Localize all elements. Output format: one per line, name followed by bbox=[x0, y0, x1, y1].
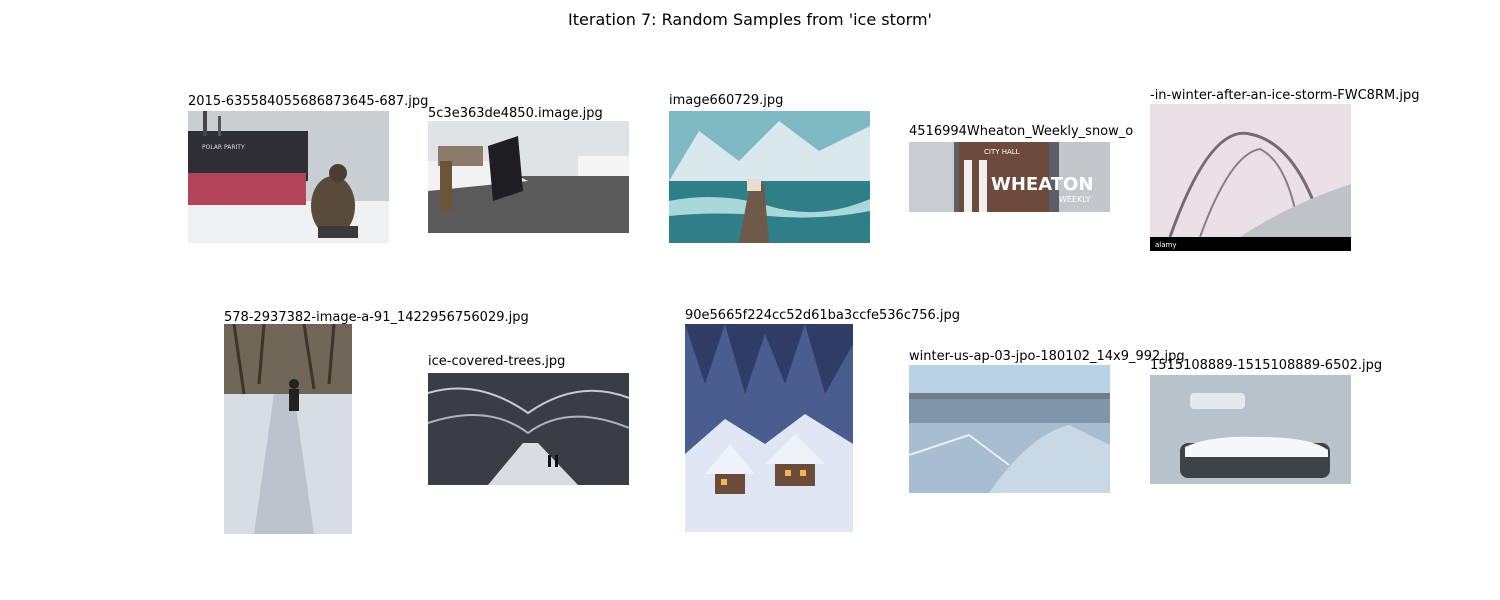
city-hall-text: CITY HALL bbox=[984, 148, 1020, 156]
sample-caption-8: 90e5665f224cc52d61ba3ccfe536c756.jpg bbox=[685, 308, 961, 323]
sample-caption-9: winter-us-ap-03-jpo-180102_14x9_992.jpg bbox=[909, 349, 1185, 364]
figure-title: Iteration 7: Random Samples from 'ice st… bbox=[568, 10, 932, 29]
sample-caption-5: -in-winter-after-an-ice-storm-FWC8RM.jpg bbox=[1150, 88, 1420, 103]
sample-caption-2: 5c3e363de4850.image.jpg bbox=[428, 106, 603, 121]
alamy-watermark-text: alamy bbox=[1155, 241, 1177, 249]
sample-image-iced-tree-path: alamy bbox=[1150, 104, 1351, 251]
sample-image-frozen-lake bbox=[909, 365, 1110, 493]
sample-image-snowy-village-night bbox=[685, 324, 853, 532]
sample-caption-6: 578-2937382-image-a-91_1422956756029.jpg bbox=[224, 310, 529, 325]
sample-caption-1: 2015-635584055686873645-687.jpg bbox=[188, 94, 429, 109]
sample-image-overturned-car bbox=[428, 121, 629, 233]
sample-image-ice-covered-trees bbox=[428, 373, 629, 485]
weekly-logo-text: WEEKLY bbox=[1059, 195, 1091, 204]
sample-image-iced-cars bbox=[1150, 375, 1351, 484]
sample-caption-4: 4516994Wheaton_Weekly_snow_o bbox=[909, 124, 1134, 139]
sample-image-wheaton-city-hall: CITY HALL WHEATON WEEKLY bbox=[909, 142, 1110, 212]
sample-caption-3: image660729.jpg bbox=[669, 93, 784, 108]
ship-name-text: POLAR PARITY bbox=[202, 144, 245, 151]
sample-image-ship-icy-sea bbox=[669, 111, 870, 243]
sample-caption-7: ice-covered-trees.jpg bbox=[428, 354, 566, 369]
sample-image-ship-ice-fisher: POLAR PARITY bbox=[188, 111, 389, 243]
sample-caption-10: 1515108889-1515108889-6502.jpg bbox=[1150, 358, 1383, 373]
sample-image-snowy-sidewalk bbox=[224, 324, 352, 534]
wheaton-logo-text: WHEATON bbox=[991, 174, 1093, 195]
